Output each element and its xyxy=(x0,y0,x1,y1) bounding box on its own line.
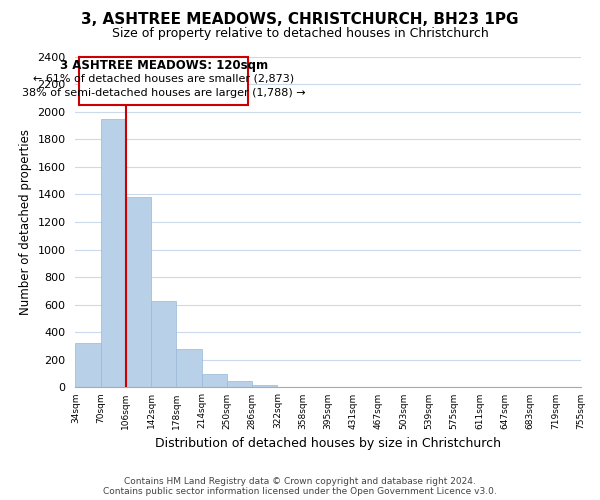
FancyBboxPatch shape xyxy=(79,56,248,106)
Bar xyxy=(202,374,227,388)
Bar xyxy=(126,197,151,388)
Text: ← 61% of detached houses are smaller (2,873): ← 61% of detached houses are smaller (2,… xyxy=(33,73,295,83)
Text: Contains HM Land Registry data © Crown copyright and database right 2024.: Contains HM Land Registry data © Crown c… xyxy=(124,477,476,486)
Text: 3 ASHTREE MEADOWS: 120sqm: 3 ASHTREE MEADOWS: 120sqm xyxy=(60,60,268,72)
Bar xyxy=(227,381,252,388)
Bar xyxy=(151,300,176,388)
Text: 3, ASHTREE MEADOWS, CHRISTCHURCH, BH23 1PG: 3, ASHTREE MEADOWS, CHRISTCHURCH, BH23 1… xyxy=(81,12,519,28)
Text: Size of property relative to detached houses in Christchurch: Size of property relative to detached ho… xyxy=(112,28,488,40)
Bar xyxy=(101,118,126,388)
Text: 38% of semi-detached houses are larger (1,788) →: 38% of semi-detached houses are larger (… xyxy=(22,88,305,98)
Bar xyxy=(252,384,277,388)
Bar xyxy=(76,344,101,388)
Text: Contains public sector information licensed under the Open Government Licence v3: Contains public sector information licen… xyxy=(103,487,497,496)
X-axis label: Distribution of detached houses by size in Christchurch: Distribution of detached houses by size … xyxy=(155,437,501,450)
Bar xyxy=(176,349,202,388)
Y-axis label: Number of detached properties: Number of detached properties xyxy=(19,129,32,315)
